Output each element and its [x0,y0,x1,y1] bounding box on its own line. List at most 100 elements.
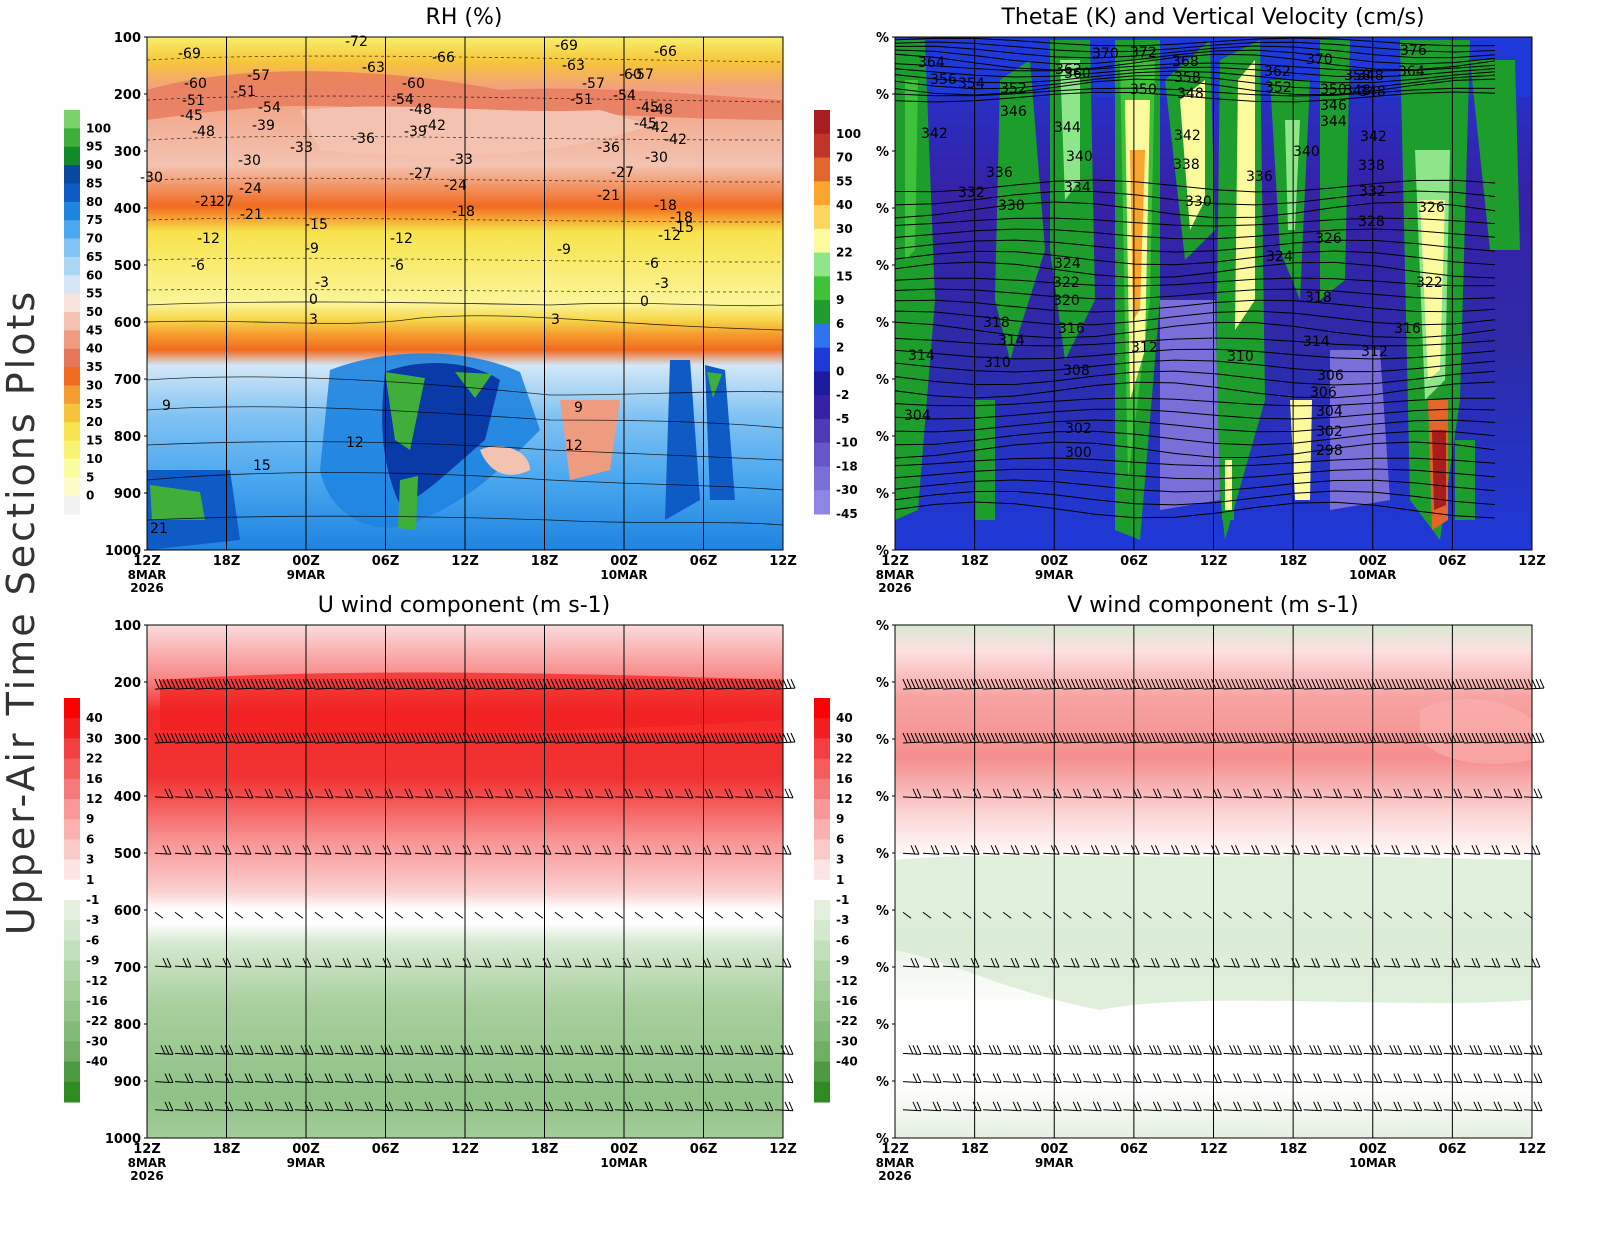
thetae-legend: 100 70 55 40 30 22 15 9 6 2 0 -2 -5 -10 -18 -30 -45 [814,110,861,521]
legend-swatch [814,1041,830,1063]
wind-barb [514,957,532,968]
isentrope [894,441,1496,459]
wind-barb [194,1073,214,1084]
wind-barb [594,678,616,690]
x-date-label: 10MAR [600,1156,647,1170]
y-tick-label: 500 [114,259,141,274]
wind-barb [1383,911,1393,919]
wind-barb [1063,1101,1082,1112]
contour-label: 310 [984,355,1011,371]
x-tick-label: 06Z [690,1142,718,1157]
isentrope [894,217,1496,227]
wind-barb [1122,678,1144,690]
isentrope [894,53,1496,71]
legend-label: -1 [86,893,99,907]
wind-barb [514,1101,534,1112]
wind-barb [1323,1101,1343,1112]
y-tick-label: 700 [114,961,141,976]
wind-barb [454,1045,474,1055]
wind-barb [454,911,464,919]
wind-barb [1303,1101,1323,1112]
legend-swatch [814,157,830,182]
wind-barb [174,678,196,690]
contour-label: -42 [646,120,669,136]
wind-barb [1003,1101,1022,1112]
v-wind-y-axis: %%%%%%%%%% [876,619,895,1147]
wind-barb [534,911,544,919]
y-tick-label: 500 [114,847,141,862]
legend-label: 30 [86,731,103,745]
wind-barb [314,678,336,690]
wind-barb [1303,732,1325,744]
x-tick-label: 00Z [292,1142,320,1157]
u-wind-panel: U wind component (m s-1) 100 200 300 400 500… [64,593,797,1183]
wind-barb [1383,1073,1403,1084]
wind-barb [1143,788,1162,799]
x-date-label: 8MAR [876,1156,915,1170]
wind-barb [174,911,184,919]
wind-barb [983,1045,1002,1055]
wind-barb [1383,788,1403,799]
isentrope [894,430,1496,446]
wind-barb [714,845,732,855]
wind-barb [1403,911,1413,919]
contour-label: -57 [582,76,605,92]
contour-label: -57 [631,67,654,83]
wind-barb [1123,1045,1142,1055]
contour-label: 348 [1357,68,1384,84]
legend-label: 1 [86,873,94,887]
wind-barb [983,845,1000,855]
wind-barb [1003,957,1020,968]
wind-barb [1503,845,1521,855]
wind-barb [1083,788,1102,799]
wind-barb [902,732,924,744]
wind-barb [674,678,696,690]
legend-swatch [814,718,830,739]
wind-barb [1423,1045,1443,1055]
wind-barb [374,911,384,919]
wind-barb [1082,732,1104,744]
wind-barb [1183,845,1200,855]
wind-barb [774,732,796,744]
legend-label: 40 [86,342,103,356]
u-wind-y-axis: 100 200 300 400 500 600 700 800 900 1000 [105,619,147,1147]
wind-barb [1263,678,1285,690]
isentrope [894,87,1496,97]
wind-barb [674,732,696,744]
y-tick-label: 600 [114,316,141,331]
wind-barb [314,1045,334,1055]
contour-label: 348 [1177,86,1204,102]
legend-swatch [814,300,830,325]
wind-barb [674,911,684,919]
wind-barb [734,1101,754,1112]
wind-barb [943,1073,962,1084]
contour-label: 324 [1054,256,1081,272]
wind-barb [734,732,756,744]
wind-barb [574,845,592,855]
y-tick-label: 900 [114,487,141,502]
wind-barb [674,1073,694,1084]
wind-barb [634,788,654,799]
wind-barb [1503,1045,1523,1055]
wind-barb [1023,1073,1042,1084]
wind-barb [254,845,272,855]
x-tick-label: 00Z [292,554,320,569]
wind-barb [1363,911,1373,919]
wind-barb [1483,957,1501,968]
contour-label: -51 [182,93,205,109]
wind-barb [354,911,364,919]
contour-label: 9 [162,398,171,414]
contour-label: 352 [1000,81,1027,97]
x-tick-label: 06Z [372,554,400,569]
contour-label: 328 [1358,214,1385,230]
wind-barb [634,1073,654,1084]
rh-moist-column [705,365,735,500]
rh-isotherms-solid [146,301,784,526]
wind-barb [1243,1073,1263,1084]
wind-barb [574,788,594,799]
legend-label: 90 [86,158,103,172]
wind-barb [1283,788,1303,799]
wind-barb [1123,957,1140,968]
wind-barb [1243,957,1261,968]
